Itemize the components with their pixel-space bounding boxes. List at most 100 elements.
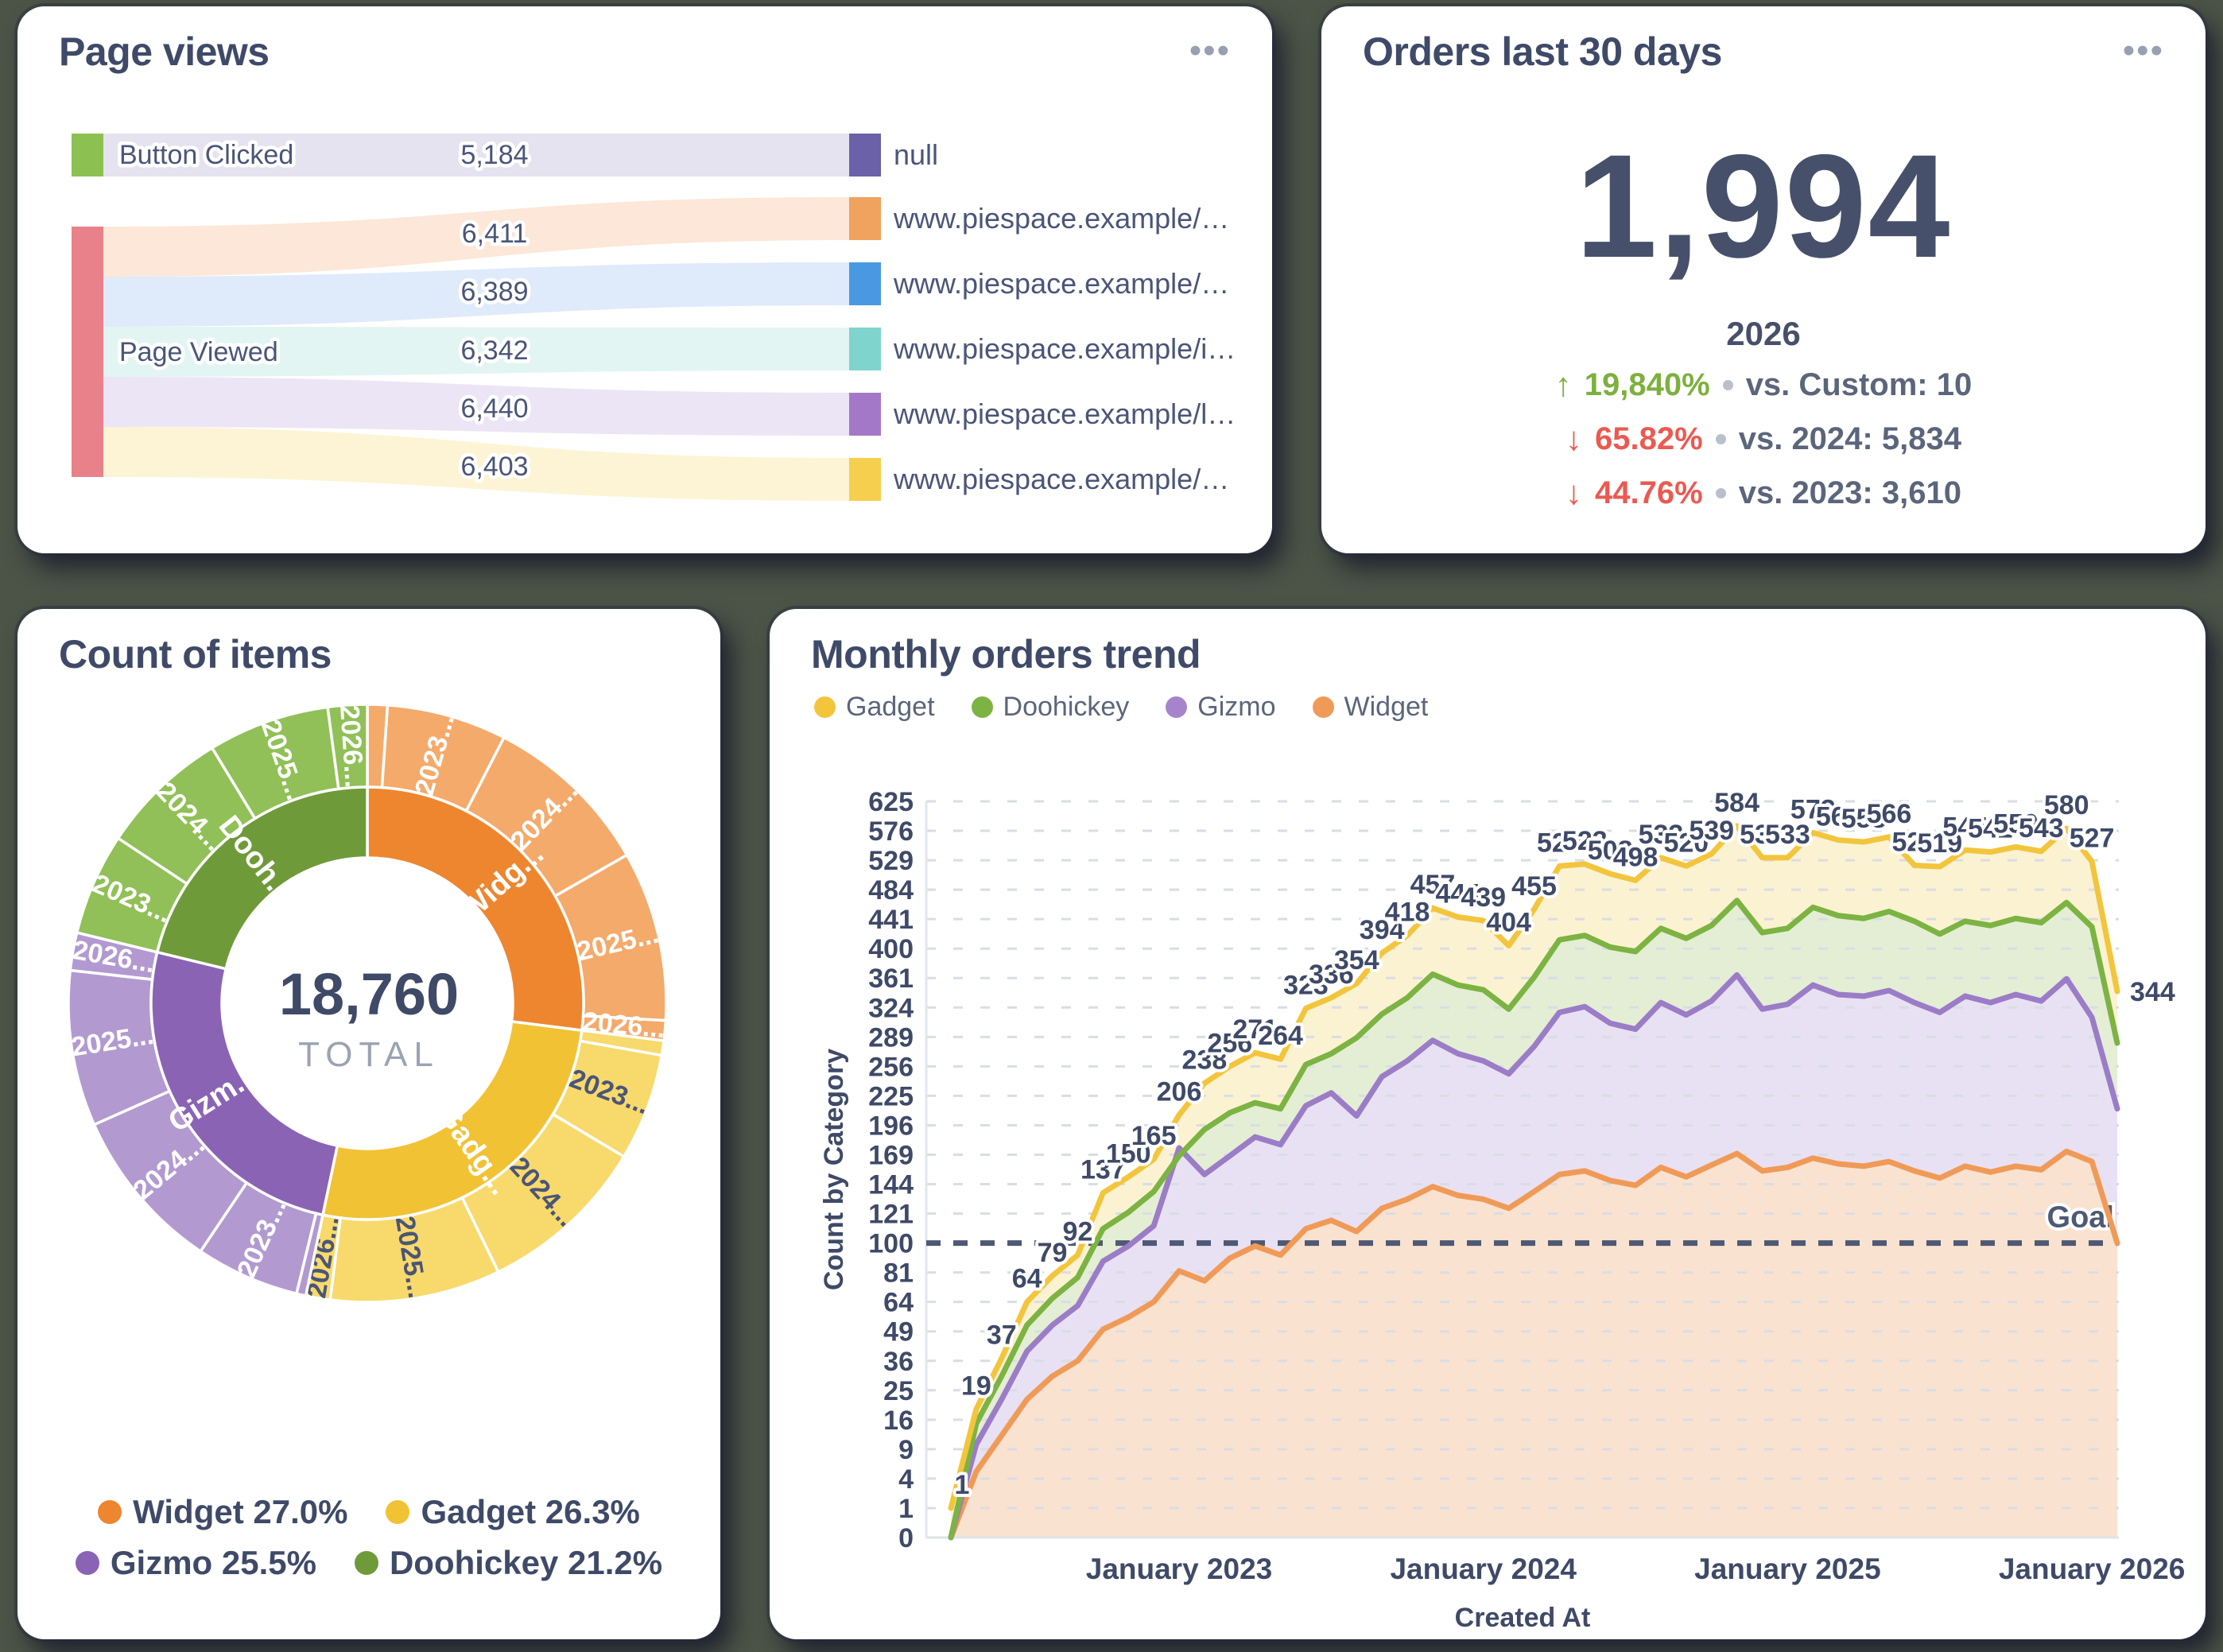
data-label: 444: [1435, 879, 1480, 909]
data-label: 584: [1714, 788, 1759, 818]
legend-label: Gizmo 25.5%: [110, 1544, 316, 1581]
sunburst-category-segment[interactable]: [149, 950, 339, 1216]
y-tick-label: 625: [868, 787, 914, 817]
ellipsis-menu-icon[interactable]: •••: [1189, 31, 1231, 70]
sankey-link-value: 6,342: [460, 335, 528, 366]
legend-label: Doohickey 21.2%: [389, 1544, 663, 1581]
sankey-chart: Button Clicked Page Viewed 5,184 6,411 6,389…: [72, 134, 1240, 501]
data-label: 523: [1562, 826, 1608, 856]
y-axis-title: Count by Category: [819, 1049, 849, 1290]
data-label: 566: [1867, 799, 1912, 829]
legend-item-gadget[interactable]: Gadget 26.3%: [386, 1493, 640, 1531]
sankey-node-target[interactable]: [849, 458, 881, 501]
card-count-of-items: Count of items 2023... 2024... 2025... 2026…: [17, 609, 720, 1639]
area-chart: Goal119376479921371501652062382562712643…: [819, 785, 2185, 1633]
sankey-node-target[interactable]: [849, 328, 881, 370]
sankey-right-label: www.piespace.example/…: [893, 202, 1229, 235]
data-label: 542: [1968, 814, 2013, 844]
count-of-items-title: Count of items: [59, 632, 332, 677]
dot-separator: [1722, 379, 1733, 390]
legend-item-doohickey[interactable]: Doohickey: [971, 692, 1130, 723]
y-tick-label: 441: [868, 905, 914, 935]
legend-item-gizmo[interactable]: Gizmo: [1166, 692, 1276, 723]
sankey-node-target[interactable]: [849, 134, 881, 176]
legend-item-gizmo[interactable]: Gizmo 25.5%: [75, 1544, 316, 1582]
data-label: 238: [1182, 1045, 1228, 1076]
data-label: 165: [1131, 1121, 1177, 1151]
orders-title: Orders last 30 days: [1363, 29, 1722, 74]
sankey-link[interactable]: [103, 377, 849, 436]
y-tick-label: 9: [898, 1435, 914, 1465]
legend-item-gadget[interactable]: Gadget: [814, 692, 935, 723]
up-arrow-icon: ↑: [1554, 366, 1572, 403]
data-label: 271: [1232, 1014, 1278, 1045]
y-tick-label: 169: [868, 1140, 914, 1170]
data-label: 418: [1385, 898, 1430, 928]
y-tick-label: 256: [868, 1052, 914, 1082]
sankey-right-label: null: [894, 138, 938, 171]
legend-dot: [814, 696, 836, 718]
sankey-link[interactable]: [103, 134, 849, 176]
legend-dot: [75, 1551, 99, 1575]
down-arrow-icon: ↓: [1565, 474, 1583, 511]
comparison-label: vs. 2023: 3,610: [1738, 475, 1961, 510]
sankey-right-label: www.piespace.example/…: [893, 267, 1229, 300]
sunburst-category-segment[interactable]: [321, 1020, 584, 1221]
trend-legend: Gadget Doohickey Gizmo Widget: [814, 692, 1428, 723]
sunburst-chart: 2023...2024...2025...2026...Widg...2023.…: [67, 703, 668, 1304]
sankey-node-target[interactable]: [849, 262, 881, 305]
sankey-node-button-clicked[interactable]: [72, 134, 103, 176]
y-tick-label: 49: [883, 1317, 914, 1348]
sankey-link[interactable]: [103, 197, 849, 277]
data-label: 404: [1486, 908, 1531, 938]
legend-label: Gadget: [846, 692, 935, 722]
data-label: 264: [1258, 1021, 1303, 1051]
y-tick-label: 529: [868, 846, 914, 876]
series-line-gadget[interactable]: [948, 823, 2120, 1511]
x-tick-label: January 2025: [1694, 1553, 1881, 1585]
sankey-node-target[interactable]: [849, 393, 881, 436]
comparison-row: ↓ 65.82% vs. 2024: 5,834: [1321, 420, 2206, 458]
sankey-node-target[interactable]: [849, 197, 881, 240]
y-tick-label: 100: [868, 1229, 914, 1259]
data-label: 545: [1942, 812, 1988, 842]
data-label: 19: [961, 1371, 991, 1402]
comparison-pct: 65.82%: [1595, 421, 1703, 456]
data-label: 533: [1639, 820, 1684, 850]
data-label: 79: [1038, 1238, 1068, 1268]
series-line-doohickey[interactable]: [948, 898, 2120, 1541]
y-tick-label: 324: [868, 993, 914, 1023]
sunburst-category-segment[interactable]: [155, 785, 369, 971]
sankey-link[interactable]: [103, 262, 849, 327]
legend-label: Gadget 26.3%: [421, 1493, 640, 1530]
data-label: 439: [1461, 882, 1506, 913]
legend-label: Doohickey: [1003, 692, 1130, 722]
ellipsis-menu-icon[interactable]: •••: [2122, 31, 2164, 70]
legend-item-widget[interactable]: Widget 27.0%: [98, 1493, 347, 1531]
series-line-gizmo[interactable]: [948, 971, 2120, 1541]
x-axis-title: Created At: [1455, 1603, 1591, 1633]
legend-item-widget[interactable]: Widget: [1312, 692, 1428, 723]
sankey-left-label: Page Viewed: [119, 337, 278, 367]
legend-item-doohickey[interactable]: Doohickey 21.2%: [354, 1544, 663, 1582]
data-label: 344: [2130, 977, 2175, 1007]
dot-separator: [1715, 487, 1726, 498]
sankey-link-value: 5,184: [460, 140, 528, 170]
data-label: 64: [1012, 1264, 1042, 1294]
sankey-link[interactable]: [103, 327, 849, 377]
legend-dot: [354, 1551, 378, 1575]
sankey-node-page-viewed[interactable]: [72, 227, 103, 477]
y-tick-label: 225: [868, 1081, 914, 1111]
sankey-link-value: 6,403: [460, 452, 528, 482]
comparison-label: vs. Custom: 10: [1745, 366, 1973, 402]
data-label: 455: [1511, 871, 1557, 902]
legend-dot: [1166, 696, 1188, 718]
data-label: 37: [987, 1320, 1017, 1351]
series-line-widget[interactable]: [948, 1148, 2120, 1541]
sunburst-category-segment[interactable]: [366, 785, 585, 1032]
data-label: 92: [1063, 1217, 1093, 1247]
sankey-right-label: www.piespace.example/i…: [893, 332, 1236, 365]
data-label: 206: [1157, 1076, 1202, 1107]
y-tick-label: 484: [868, 875, 914, 905]
sankey-link[interactable]: [103, 427, 849, 501]
